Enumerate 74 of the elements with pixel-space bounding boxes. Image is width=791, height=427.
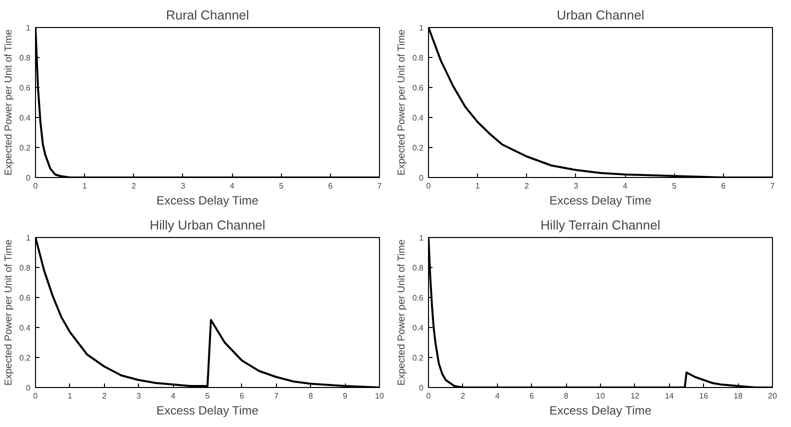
y-tick-label: 0.4 (412, 114, 424, 122)
y-tick-label: 0.2 (19, 354, 32, 362)
y-tick-label: 0.2 (412, 144, 424, 152)
y-tick-label: 0.2 (412, 354, 424, 362)
x-tick-label: 7 (377, 182, 382, 190)
y-tick-label: 0.8 (412, 264, 424, 272)
y-tick-label: 0.8 (19, 264, 32, 272)
x-tick-label: 0 (33, 392, 38, 400)
x-tick-label: 6 (529, 392, 534, 400)
x-tick-label: 12 (630, 392, 640, 400)
x-axis-title: Excess Delay Time (156, 404, 259, 418)
x-tick-label: 2 (524, 182, 530, 190)
x-tick-label: 0 (426, 182, 432, 190)
chart-title: Rural Channel (166, 8, 250, 22)
x-tick-label: 10 (596, 392, 606, 400)
x-tick-label: 18 (734, 392, 744, 400)
x-tick-label: 5 (278, 182, 284, 190)
chart-title: Urban Channel (556, 8, 644, 22)
x-tick-label: 8 (308, 392, 314, 400)
y-tick-label: 0.8 (19, 54, 32, 62)
x-axis-title: Excess Delay Time (549, 194, 652, 208)
x-tick-label: 4 (495, 392, 500, 400)
x-tick-label: 7 (274, 392, 280, 400)
y-tick-label: 0.4 (412, 324, 424, 332)
x-tick-label: 9 (342, 392, 348, 400)
x-tick-label: 14 (664, 392, 674, 400)
x-tick-label: 5 (672, 182, 677, 190)
y-tick-label: 0 (26, 384, 32, 392)
y-tick-label: 0 (419, 174, 424, 182)
y-axis-title: Expected Power per Unit of Time (396, 29, 408, 176)
y-axis-title: Expected Power per Unit of Time (3, 239, 14, 386)
y-tick-label: 0.4 (19, 114, 32, 122)
y-tick-label: 0 (26, 174, 32, 182)
y-tick-label: 0 (419, 384, 424, 392)
y-tick-label: 1 (419, 24, 424, 32)
x-tick-label: 1 (68, 392, 73, 400)
x-tick-label: 4 (230, 182, 235, 190)
x-tick-label: 2 (102, 392, 108, 400)
x-tick-label: 0 (426, 392, 432, 400)
x-tick-label: 20 (768, 392, 778, 400)
y-tick-label: 0.6 (412, 294, 424, 302)
y-tick-label: 0.2 (19, 144, 32, 152)
x-tick-label: 2 (460, 392, 466, 400)
x-tick-label: 1 (82, 182, 88, 190)
x-tick-label: 3 (180, 182, 186, 190)
y-tick-label: 1 (419, 234, 424, 242)
x-tick-label: 6 (328, 182, 334, 190)
y-tick-label: 1 (26, 24, 32, 32)
y-axis-title: Expected Power per Unit of Time (3, 29, 14, 176)
x-tick-label: 8 (564, 392, 569, 400)
x-tick-label: 16 (699, 392, 709, 400)
x-tick-label: 3 (136, 392, 142, 400)
x-tick-label: 4 (170, 392, 176, 400)
y-tick-label: 0.8 (412, 54, 424, 62)
x-tick-label: 10 (375, 392, 384, 400)
x-tick-label: 0 (33, 182, 38, 190)
x-tick-label: 6 (240, 392, 245, 400)
x-tick-label: 5 (205, 392, 210, 400)
y-tick-label: 0.4 (19, 324, 32, 332)
x-tick-label: 3 (574, 182, 579, 190)
y-axis-title: Expected Power per Unit of Time (396, 239, 408, 386)
x-axis-title: Excess Delay Time (156, 194, 259, 208)
x-tick-label: 7 (770, 182, 776, 190)
x-tick-label: 1 (475, 182, 480, 190)
chart-title: Hilly Urban Channel (150, 218, 266, 232)
y-tick-label: 1 (26, 234, 32, 242)
y-tick-label: 0.6 (412, 84, 424, 92)
x-tick-label: 4 (622, 182, 628, 190)
x-axis-title: Excess Delay Time (549, 404, 652, 418)
x-tick-label: 6 (721, 182, 726, 190)
chart-title: Hilly Terrain Channel (540, 218, 660, 232)
x-tick-label: 2 (132, 182, 137, 190)
y-tick-label: 0.6 (19, 84, 32, 92)
y-tick-label: 0.6 (19, 294, 32, 302)
